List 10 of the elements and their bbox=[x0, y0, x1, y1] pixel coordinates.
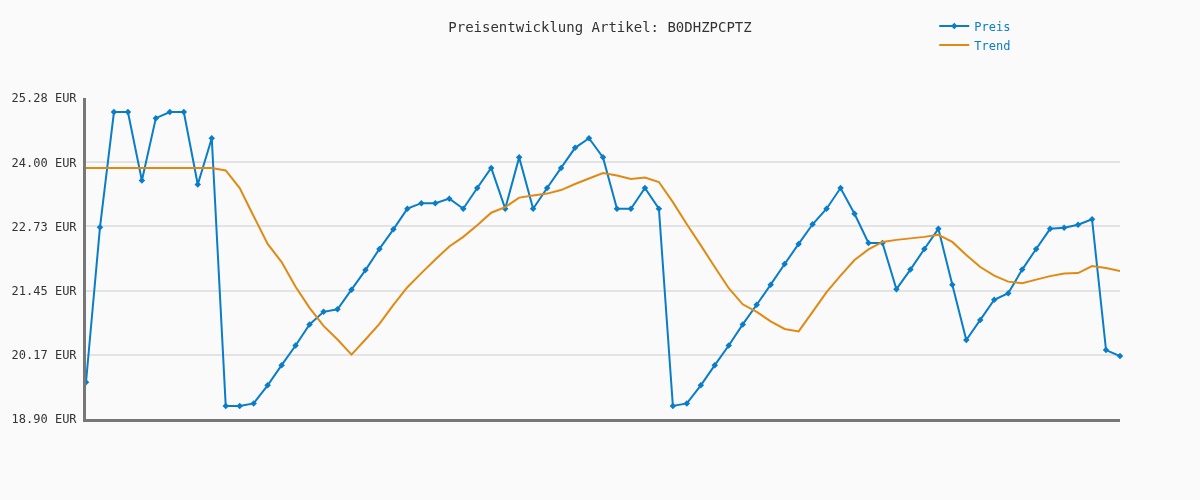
legend-label: Trend bbox=[974, 38, 1011, 53]
y-tick-label: 24.00 EUR bbox=[11, 155, 78, 170]
chart-title: Preisentwicklung Artikel: B0DHZPCPTZ bbox=[448, 19, 752, 36]
y-tick-label: 25.28 EUR bbox=[11, 91, 78, 106]
y-tick-label: 22.73 EUR bbox=[11, 219, 78, 234]
y-tick-label: 20.17 EUR bbox=[11, 348, 78, 363]
legend-label: Preis bbox=[974, 19, 1011, 34]
y-tick-label: 18.90 EUR bbox=[11, 412, 78, 427]
line-series bbox=[86, 166, 1120, 356]
y-tick-label: 21.45 EUR bbox=[11, 283, 78, 298]
